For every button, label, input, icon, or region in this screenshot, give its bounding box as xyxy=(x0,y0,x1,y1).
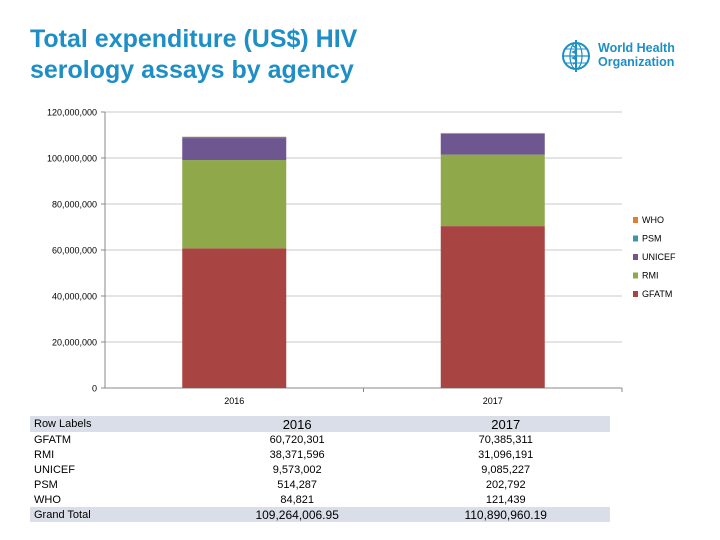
total-label: Grand Total xyxy=(34,508,91,521)
who-logo-text: World Health Organization xyxy=(598,41,675,69)
row-label: PSM xyxy=(34,478,58,491)
page-title: Total expenditure (US$) HIV serology ass… xyxy=(30,25,358,84)
legend-label-gfatm: GFATM xyxy=(642,289,672,299)
bar-segment-psm-2016 xyxy=(182,136,287,139)
stacked-bar-chart: 0 20,000,000 40,000,000 60,000,000 80,000,00… xyxy=(47,108,676,407)
bar-segment-gfatm-2016 xyxy=(182,248,287,388)
legend-swatch-gfatm xyxy=(633,291,638,297)
bar-segment-gfatm-2017 xyxy=(440,226,545,388)
y-tick-label: 20,000,000 xyxy=(52,338,97,348)
row-value-2016: 38,371,596 xyxy=(269,448,325,461)
row-value-2016: 514,287 xyxy=(277,478,318,491)
row-label: GFATM xyxy=(34,433,72,446)
row-value-2016: 84,821 xyxy=(280,493,314,506)
y-tick-label: 40,000,000 xyxy=(52,292,97,302)
table-header-label: Row Labels xyxy=(34,418,92,430)
legend-label-unicef: UNICEF xyxy=(642,252,676,262)
legend-swatch-psm xyxy=(633,235,638,242)
row-label: RMI xyxy=(34,448,55,461)
table-row: WHO 84,821 121,439 xyxy=(30,492,610,507)
table-row: UNICEF 9,573,002 9,085,227 xyxy=(30,462,610,477)
bar-segment-rmi-2017 xyxy=(440,154,545,227)
table-header-row: Row Labels 2016 2017 xyxy=(30,416,610,432)
table-total-row: Grand Total 109,264,006.95 110,890,960.1… xyxy=(30,507,610,522)
y-tick-label: 120,000,000 xyxy=(47,108,97,118)
data-table: Row Labels 2016 2017 GFATM 60,720,301 70… xyxy=(30,416,610,522)
row-value-2017: 70,385,311 xyxy=(478,433,533,446)
row-value-2017: 9,085,227 xyxy=(481,463,531,476)
row-value-2016: 9,573,002 xyxy=(272,463,322,476)
x-tick-label: 2016 xyxy=(224,396,244,406)
who-logo: World Health Organization xyxy=(558,38,708,74)
row-value-2017: 31,096,191 xyxy=(478,448,534,461)
legend-label-who: WHO xyxy=(642,215,664,225)
row-value-2017: 121,439 xyxy=(485,493,526,506)
who-emblem-icon xyxy=(562,40,590,72)
legend-swatch-rmi xyxy=(633,272,638,279)
bar-segment-rmi-2016 xyxy=(182,160,287,249)
legend-label-rmi: RMI xyxy=(642,271,659,281)
row-label: WHO xyxy=(34,493,61,506)
y-tick-label: 100,000,000 xyxy=(47,154,97,164)
legend-swatch-who xyxy=(633,217,638,223)
row-value-2017: 202,792 xyxy=(485,478,526,491)
total-value-2017: 110,890,960.19 xyxy=(464,507,547,522)
x-tick-label: 2017 xyxy=(483,396,503,406)
logo-text-line2: Organization xyxy=(598,55,675,69)
table-row: GFATM 60,720,301 70,385,311 xyxy=(30,432,610,447)
table-row: RMI 38,371,596 31,096,191 xyxy=(30,447,610,462)
row-value-2016: 60,720,301 xyxy=(269,433,325,446)
total-value-2016: 109,264,006.95 xyxy=(255,507,339,522)
bar-segment-unicef-2016 xyxy=(182,138,287,161)
table-header-2017: 2017 xyxy=(491,416,521,432)
y-tick-label: 60,000,000 xyxy=(52,246,97,256)
y-tick-label: 0 xyxy=(92,384,97,394)
bar-segment-unicef-2017 xyxy=(440,133,545,155)
legend-label-psm: PSM xyxy=(642,234,662,244)
table-row: PSM 514,287 202,792 xyxy=(30,477,610,492)
row-label: UNICEF xyxy=(34,463,75,476)
legend-swatch-unicef xyxy=(633,254,638,260)
table-header-2016: 2016 xyxy=(282,416,312,432)
logo-text-line1: World Health xyxy=(598,41,675,55)
y-tick-label: 80,000,000 xyxy=(52,200,97,210)
